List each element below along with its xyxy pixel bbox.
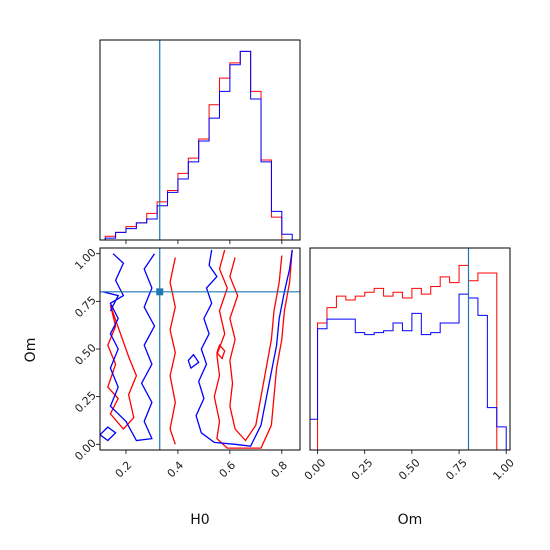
- x-axis-label-h0: H0: [190, 512, 209, 528]
- y-tick-label: 0.00: [72, 437, 99, 464]
- y-tick-label: 0.50: [72, 341, 99, 368]
- contour-series-1: [187, 353, 200, 370]
- contour-series-0: [169, 257, 176, 445]
- y-tick-label: 1.00: [72, 246, 99, 273]
- y-axis-label-om: Om: [23, 338, 39, 363]
- x-tick-label: 0.2: [113, 459, 135, 481]
- panel-hist-om: 0.00 0.25 0.50 0.75 1.00: [302, 247, 517, 483]
- contour-series-1: [102, 291, 120, 312]
- hist-series-1: [309, 293, 507, 450]
- x-tick-label: 0.00: [302, 456, 329, 483]
- hist-series-1: [104, 50, 293, 240]
- panel-frame: [99, 39, 301, 241]
- hist-series-0: [310, 264, 507, 451]
- x-tick-label: 0.6: [217, 459, 239, 481]
- contour-series-1: [109, 253, 156, 442]
- contour-area: [100, 249, 293, 449]
- panel-frame: [309, 247, 511, 451]
- x-tick-label: 0.75: [443, 456, 470, 483]
- contour-series-1: [100, 426, 117, 442]
- truth-marker: [156, 288, 164, 296]
- contour-series-0: [107, 304, 138, 430]
- contour-series-0: [213, 249, 293, 449]
- contour-series-0: [229, 255, 283, 442]
- x-tick-label: 0.25: [349, 456, 376, 483]
- panel-contour-h0-om: 0.2 0.4 0.6 0.8 0.00 0.25 0.50 0.75 1.00: [72, 246, 301, 481]
- x-axis-label-om: Om: [398, 512, 423, 528]
- x-tick-label: 0.8: [269, 459, 291, 481]
- contour-series-0: [216, 343, 226, 360]
- x-tick-label: 1.00: [490, 456, 517, 483]
- y-tick-label: 0.75: [72, 294, 99, 321]
- y-tick-label: 0.25: [72, 389, 99, 416]
- contour-series-1: [195, 249, 293, 447]
- x-tick-label: 0.50: [396, 456, 423, 483]
- x-tick-label: 0.4: [165, 459, 187, 481]
- panel-hist-h0: [99, 39, 301, 244]
